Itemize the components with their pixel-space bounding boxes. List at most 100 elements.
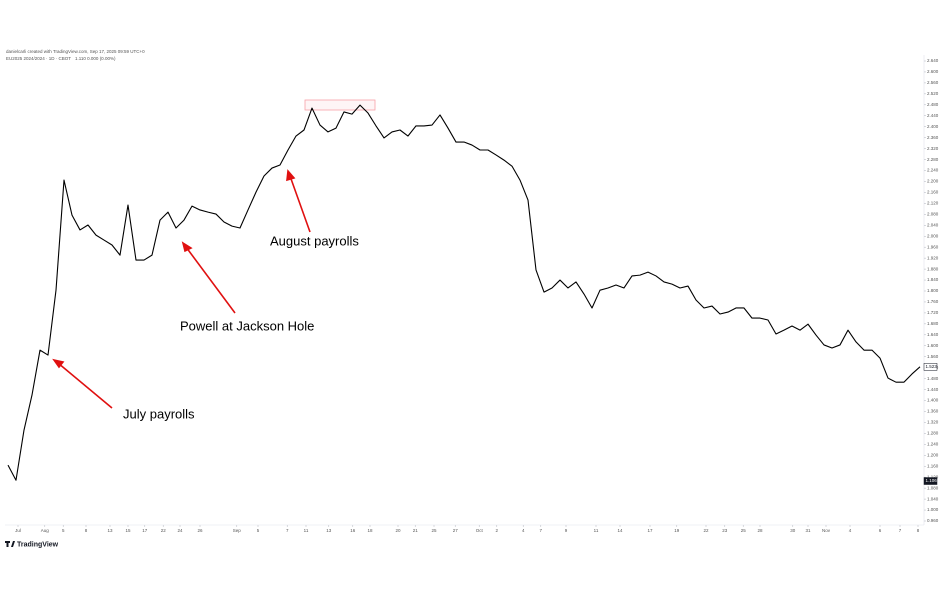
- y-tick-label: 2.520: [927, 91, 939, 96]
- x-tick-label: 11: [304, 528, 309, 533]
- x-tick-label: 25: [741, 528, 747, 533]
- x-tick-label: 5: [257, 528, 260, 533]
- x-tick-label: 21: [413, 528, 419, 533]
- y-tick-label: 1.960: [927, 244, 939, 249]
- quote: 1.110 0.000 (0.00%): [75, 56, 116, 61]
- y-tick-label: 1.000: [927, 507, 939, 512]
- x-tick-label: 7: [899, 528, 902, 533]
- logo-icon: [5, 541, 15, 547]
- price-tag: [923, 363, 938, 371]
- y-tick-label: 1.920: [927, 255, 939, 260]
- y-tick-label: 1.720: [927, 310, 939, 315]
- y-tick-label: 1.280: [927, 431, 939, 436]
- price-tag-label: 1.523: [926, 364, 938, 369]
- price-line: [7, 104, 921, 481]
- x-tick-label: Oct: [476, 528, 484, 533]
- y-tick-label: 1.840: [927, 277, 939, 282]
- arrowhead: [181, 241, 193, 253]
- y-tick-label: 2.360: [927, 135, 939, 140]
- x-tick-label: 13: [107, 528, 113, 533]
- y-tick-label: 2.120: [927, 201, 939, 206]
- y-tick-label: 1.640: [927, 332, 939, 337]
- y-tick-label: 2.640: [927, 58, 939, 63]
- price-tag-label: 1.106: [926, 478, 938, 483]
- x-tick-label: 20: [395, 528, 401, 533]
- arrow: [57, 362, 113, 409]
- x-tick-label: 8: [917, 528, 920, 533]
- x-tick-label: Jul: [15, 528, 21, 533]
- x-tick-label: 16: [350, 528, 356, 533]
- arrow: [185, 246, 236, 314]
- y-tick-label: 1.480: [927, 376, 939, 381]
- x-tick-label: 24: [177, 528, 183, 533]
- x-tick-label: 17: [142, 528, 148, 533]
- y-tick-label: 1.400: [927, 398, 939, 403]
- x-tick-label: 31: [805, 528, 811, 533]
- symbol: EU2025 2024/2024 · 1D · CBOT: [6, 56, 71, 61]
- x-tick-label: 7: [286, 528, 289, 533]
- y-tick-label: 1.680: [927, 321, 939, 326]
- x-tick-label: 6: [879, 528, 882, 533]
- annotation: August payrolls: [270, 233, 359, 248]
- x-tick-label: 14: [617, 528, 623, 533]
- y-tick-label: 1.200: [927, 452, 939, 457]
- y-tick-label: 2.160: [927, 190, 939, 195]
- x-tick-label: 4: [522, 528, 525, 533]
- x-tick-label: 22: [161, 528, 167, 533]
- x-tick-label: 27: [453, 528, 459, 533]
- y-tick-label: 2.320: [927, 146, 939, 151]
- x-tick-label: 17: [647, 528, 653, 533]
- y-tick-label: 2.080: [927, 212, 939, 217]
- arrowhead: [286, 169, 296, 182]
- x-tick-label: 25: [431, 528, 437, 533]
- y-tick-label: 1.320: [927, 420, 939, 425]
- x-tick-label: 19: [674, 528, 680, 533]
- y-tick-label: 2.600: [927, 69, 939, 74]
- logo: TradingView: [5, 541, 59, 548]
- x-tick-label: 22: [703, 528, 709, 533]
- price-tag: [923, 477, 938, 485]
- x-tick-label: 23: [722, 528, 728, 533]
- y-tick-label: 1.360: [927, 409, 939, 414]
- x-tick-label: Nov: [822, 528, 831, 533]
- y-tick-label: 1.560: [927, 354, 939, 359]
- x-tick-label: 11: [594, 528, 599, 533]
- y-tick-label: 2.000: [927, 233, 939, 238]
- x-tick-label: 2: [496, 528, 499, 533]
- highlight-box: [304, 99, 376, 111]
- y-tick-label: 1.800: [927, 288, 939, 293]
- x-tick-label: 28: [757, 528, 763, 533]
- logo-text: TradingView: [17, 541, 59, 548]
- y-tick-label: 1.080: [927, 485, 939, 490]
- y-tick-label: 2.560: [927, 80, 939, 85]
- arrow: [289, 175, 311, 233]
- y-tick-label: 2.280: [927, 157, 939, 162]
- y-tick-label: 1.240: [927, 442, 939, 447]
- x-tick-label: 15: [125, 528, 131, 533]
- credit: danielcarli created with TradingView.com…: [6, 49, 145, 54]
- y-tick-label: 0.960: [927, 518, 939, 523]
- x-tick-label: 9: [565, 528, 568, 533]
- y-tick-label: 2.240: [927, 168, 939, 173]
- x-tick-label: Aug: [41, 528, 50, 533]
- arrowhead: [52, 358, 65, 369]
- annotation: Powell at Jackson Hole: [180, 318, 314, 333]
- y-tick-label: 1.160: [927, 463, 939, 468]
- x-tick-label: 18: [367, 528, 373, 533]
- annotation: July payrolls: [123, 406, 195, 421]
- y-tick-label: 1.440: [927, 387, 939, 392]
- y-tick-label: 2.400: [927, 124, 939, 129]
- x-tick-label: 26: [197, 528, 203, 533]
- x-tick-label: 30: [790, 528, 796, 533]
- y-tick-label: 2.480: [927, 102, 939, 107]
- y-tick-label: 1.040: [927, 496, 939, 501]
- y-tick-label: 1.600: [927, 343, 939, 348]
- x-tick-label: 4: [849, 528, 852, 533]
- x-tick-label: 13: [326, 528, 332, 533]
- y-tick-label: 1.760: [927, 299, 939, 304]
- y-tick-label: 1.120: [927, 474, 939, 479]
- y-tick-label: 2.040: [927, 222, 939, 227]
- y-tick-label: 2.440: [927, 113, 939, 118]
